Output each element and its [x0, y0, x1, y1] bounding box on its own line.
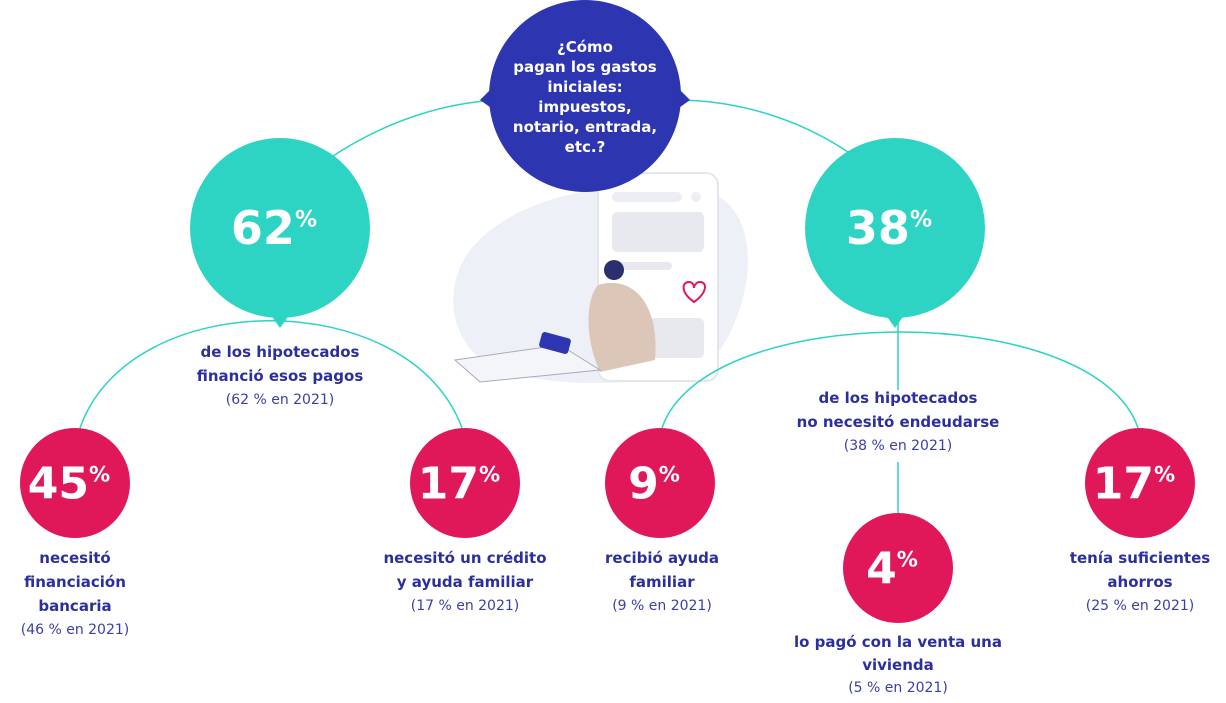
stat-label: de los hipotecados [819, 389, 978, 407]
stat-note: (5 % en 2021) [848, 680, 948, 696]
question-line: iniciales: [547, 78, 622, 96]
stat-number: 45 [28, 458, 89, 509]
stat-label: recibió ayuda [605, 549, 719, 567]
stat-label: financió esos pagos [197, 367, 364, 385]
stat-label: necesitó [39, 549, 110, 567]
question-line: ¿Cómo [557, 38, 613, 56]
stat-label: tenía suficientes [1070, 549, 1210, 567]
infographic: ¿Cómo pagan los gastos iniciales: impuestos… [0, 0, 1226, 703]
stat-label: ahorros [1107, 573, 1172, 591]
stat-label: necesitó un crédito [383, 549, 546, 567]
stat-label: financiación [24, 573, 126, 591]
stat-note: (25 % en 2021) [1086, 598, 1195, 614]
question-line: etc.? [565, 138, 606, 156]
stat-label: familiar [629, 573, 695, 591]
stat-note: (46 % en 2021) [21, 622, 130, 638]
stat-note: (38 % en 2021) [844, 438, 953, 454]
stat-note: (9 % en 2021) [612, 598, 712, 614]
stat-label: lo pagó con la venta una [794, 633, 1002, 651]
stat-note: (62 % en 2021) [226, 392, 335, 408]
stat-note: (17 % en 2021) [411, 598, 520, 614]
stat-unit: % [1154, 462, 1175, 487]
stat-number: 9 [628, 458, 659, 509]
stat-unit: % [897, 547, 918, 572]
stat-number: 17 [418, 458, 479, 509]
question-line: pagan los gastos [513, 58, 656, 76]
stat-unit: % [659, 462, 680, 487]
stat-label: no necesitó endeudarse [797, 413, 1000, 431]
stat-number: 17 [1093, 458, 1154, 509]
stat-number: 38 [846, 201, 910, 255]
stat-number: 4 [866, 543, 897, 594]
stat-unit: % [89, 462, 110, 487]
question-line: notario, entrada, [513, 118, 657, 136]
stat-unit: % [910, 208, 932, 233]
stat-unit: % [295, 208, 317, 233]
stat-label: bancaria [38, 597, 111, 615]
question-bubble [480, 0, 690, 192]
stat-label: de los hipotecados [201, 343, 360, 361]
illustration [453, 173, 748, 383]
stat-label: y ayuda familiar [397, 573, 534, 591]
question-line: impuestos, [538, 98, 631, 116]
stat-number: 62 [231, 201, 295, 255]
stat-unit: % [479, 462, 500, 487]
stat-label: vivienda [862, 656, 934, 674]
